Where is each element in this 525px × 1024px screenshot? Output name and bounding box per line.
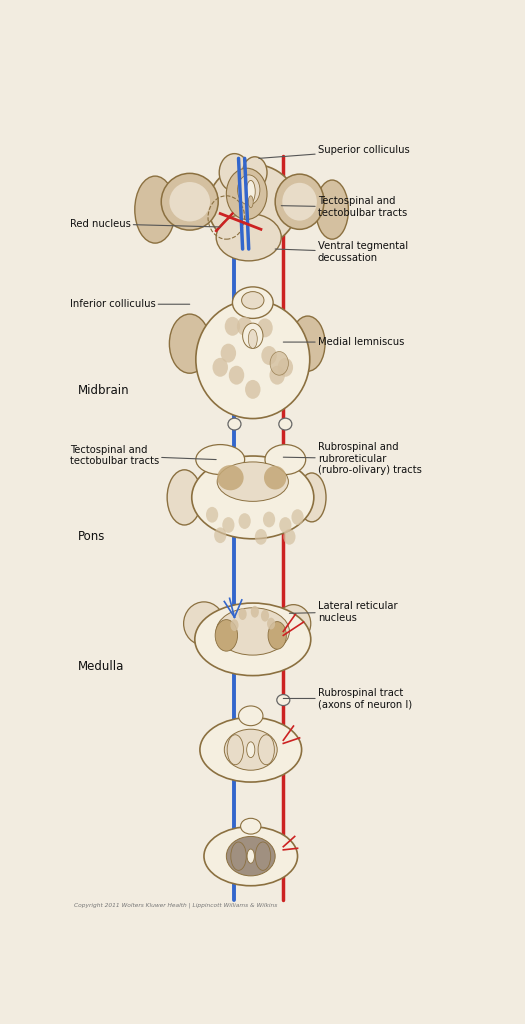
Ellipse shape <box>238 706 263 726</box>
Ellipse shape <box>290 316 325 372</box>
Ellipse shape <box>291 509 303 525</box>
Ellipse shape <box>248 330 257 348</box>
Ellipse shape <box>265 444 306 474</box>
Ellipse shape <box>243 324 263 348</box>
Text: Medulla: Medulla <box>78 660 124 674</box>
Ellipse shape <box>196 444 245 474</box>
Ellipse shape <box>278 357 293 377</box>
Ellipse shape <box>229 366 244 385</box>
Ellipse shape <box>192 456 314 539</box>
Ellipse shape <box>237 316 253 336</box>
Ellipse shape <box>200 718 301 782</box>
Ellipse shape <box>255 529 267 545</box>
Ellipse shape <box>170 182 210 221</box>
Ellipse shape <box>268 622 286 649</box>
Ellipse shape <box>269 366 285 385</box>
Ellipse shape <box>264 466 286 489</box>
Ellipse shape <box>230 620 238 631</box>
Text: Ventral tegmental
decussation: Ventral tegmental decussation <box>275 242 408 263</box>
Ellipse shape <box>270 351 288 375</box>
Ellipse shape <box>237 175 260 205</box>
Ellipse shape <box>215 620 237 651</box>
Ellipse shape <box>238 513 251 529</box>
Text: Midbrain: Midbrain <box>78 384 130 397</box>
Ellipse shape <box>284 529 296 545</box>
Circle shape <box>247 741 255 758</box>
Ellipse shape <box>184 602 224 645</box>
Ellipse shape <box>263 512 275 527</box>
Ellipse shape <box>242 292 264 309</box>
Ellipse shape <box>217 462 288 502</box>
Text: Red nucleus: Red nucleus <box>70 219 220 228</box>
Ellipse shape <box>261 609 269 622</box>
Circle shape <box>247 849 255 863</box>
Ellipse shape <box>277 694 290 706</box>
Ellipse shape <box>161 173 218 230</box>
Text: Pons: Pons <box>78 530 105 544</box>
Ellipse shape <box>219 154 250 191</box>
Ellipse shape <box>231 842 246 870</box>
Ellipse shape <box>135 176 175 243</box>
Text: Superior colliculus: Superior colliculus <box>259 145 410 159</box>
Text: Copyright 2011 Wolters Kluwer Health | Lippincott Williams & Wilkins: Copyright 2011 Wolters Kluwer Health | L… <box>74 903 277 908</box>
Ellipse shape <box>233 287 273 318</box>
Ellipse shape <box>217 465 244 490</box>
Ellipse shape <box>258 735 275 765</box>
Ellipse shape <box>227 735 244 765</box>
Ellipse shape <box>225 316 240 336</box>
Ellipse shape <box>279 517 291 532</box>
Ellipse shape <box>226 837 275 876</box>
Ellipse shape <box>298 473 326 522</box>
Ellipse shape <box>316 180 349 240</box>
Text: Inferior colliculus: Inferior colliculus <box>70 299 190 309</box>
Ellipse shape <box>276 604 311 642</box>
Ellipse shape <box>208 164 298 247</box>
Ellipse shape <box>196 300 310 419</box>
Ellipse shape <box>167 470 202 525</box>
Ellipse shape <box>228 418 241 430</box>
Ellipse shape <box>216 214 281 261</box>
Ellipse shape <box>224 729 277 770</box>
Ellipse shape <box>251 606 259 617</box>
Ellipse shape <box>220 344 236 362</box>
Text: Rubrospinal tract
(axons of neuron I): Rubrospinal tract (axons of neuron I) <box>284 688 412 710</box>
Ellipse shape <box>195 603 311 676</box>
Ellipse shape <box>248 196 253 208</box>
Ellipse shape <box>246 180 255 203</box>
Ellipse shape <box>279 418 292 430</box>
Ellipse shape <box>240 818 261 835</box>
Ellipse shape <box>261 346 277 365</box>
Ellipse shape <box>222 517 235 532</box>
Text: Rubrospinal and
rubroreticular
(rubro-olivary) tracts: Rubrospinal and rubroreticular (rubro-ol… <box>284 442 422 475</box>
Text: Lateral reticular
nucleus: Lateral reticular nucleus <box>289 601 397 623</box>
Ellipse shape <box>213 357 228 377</box>
Ellipse shape <box>226 168 267 219</box>
Ellipse shape <box>170 314 210 373</box>
Ellipse shape <box>204 826 298 886</box>
Text: Medial lemniscus: Medial lemniscus <box>284 337 404 347</box>
Ellipse shape <box>216 608 289 655</box>
Ellipse shape <box>282 183 317 220</box>
Ellipse shape <box>245 380 260 399</box>
Ellipse shape <box>206 507 218 522</box>
Ellipse shape <box>257 318 272 337</box>
Ellipse shape <box>267 617 275 630</box>
Ellipse shape <box>243 157 267 188</box>
Ellipse shape <box>214 527 226 543</box>
Ellipse shape <box>255 842 271 870</box>
Text: Tectospinal and
tectobulbar tracts: Tectospinal and tectobulbar tracts <box>281 197 407 218</box>
Text: Tectospinal and
tectobulbar tracts: Tectospinal and tectobulbar tracts <box>70 444 216 466</box>
Ellipse shape <box>238 608 247 620</box>
Ellipse shape <box>275 174 324 229</box>
